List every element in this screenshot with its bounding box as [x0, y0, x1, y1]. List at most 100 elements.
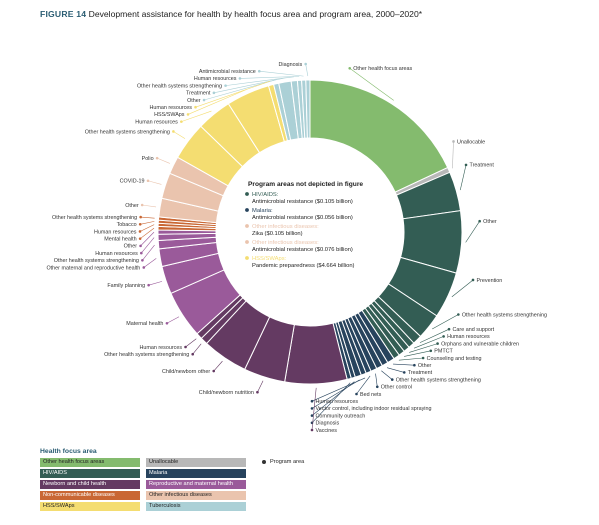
donut-chart: Other health focus areas Unallocable Treat…: [46, 62, 546, 434]
leader-dot-17: [310, 407, 314, 410]
leader-6: [419, 328, 450, 343]
not-depicted-dot-0: [245, 192, 249, 196]
not-depicted-program-4: Pandemic preparedness ($4.664 billion): [252, 263, 355, 269]
leader-47: [305, 63, 309, 77]
not-depicted-program-2: Zika ($0.105 billion): [252, 231, 303, 237]
leader-dot-45: [238, 77, 242, 80]
leader-dot-3: [478, 219, 481, 223]
not-depicted-dot-3: [245, 240, 249, 244]
leader-dot-34: [139, 215, 142, 219]
leader-8: [409, 343, 438, 353]
segment-label-45: Human resources: [194, 76, 237, 82]
segment-label-27: Other maternal and reproductive health: [46, 265, 140, 271]
segment-label-0: Other health focus areas: [353, 66, 412, 72]
leader-dot-28: [141, 258, 144, 262]
leader-32: [139, 224, 155, 232]
legend-item-hss_swaps: HSS/SWAps: [40, 502, 140, 511]
segment-label-15: Bed nets: [360, 392, 382, 398]
segment-label-23: Other health systems strengthening: [104, 352, 189, 358]
figure-number: FIGURE 14: [40, 9, 87, 19]
leader-10: [398, 357, 424, 361]
leader-dot-27: [142, 266, 146, 269]
not-depicted-area-4: HSS/SWAps:: [252, 256, 287, 262]
leader-dot-5: [457, 313, 460, 316]
leader-dot-39: [180, 120, 183, 123]
segment-label-47: Diagnosis: [279, 62, 303, 68]
leader-14: [375, 373, 378, 387]
segment-label-7: Human resources: [447, 334, 490, 340]
leader-dot-6: [447, 327, 451, 331]
leader-21: [257, 380, 264, 393]
leader-dot-10: [421, 356, 425, 360]
leader-7: [413, 336, 444, 349]
segment-label-39: Human resources: [135, 119, 178, 125]
segment-label-37: Polio: [142, 156, 154, 162]
leader-2: [459, 164, 467, 191]
segment-label-28: Other health systems strengthening: [54, 258, 139, 264]
leader-34: [140, 216, 155, 219]
legend-item-newborn_child: Newborn and child health: [40, 480, 140, 489]
leader-5: [432, 314, 459, 330]
leader-3: [465, 221, 480, 243]
segment-label-43: Treatment: [186, 91, 211, 97]
figure-title: FIGURE 14 Development assistance for hea…: [40, 9, 422, 19]
leader-dot-36: [146, 179, 150, 183]
leader-dot-8: [436, 342, 439, 345]
segment-label-30: Other: [124, 244, 138, 250]
leader-dot-44: [224, 84, 227, 87]
segment-label-8: Orphans and vulnerable children: [441, 341, 519, 347]
leader-dot-46: [257, 69, 261, 73]
leader-33: [140, 221, 155, 225]
segment-label-35: Other: [125, 203, 139, 209]
legend-item-hiv_aids: HIV/AIDS: [40, 469, 140, 478]
segment-label-42: Other: [187, 98, 201, 104]
leader-26: [148, 281, 163, 286]
leader-dot-23: [191, 352, 195, 356]
segment-label-29: Human resources: [95, 251, 138, 257]
segment-label-24: Human resources: [139, 345, 182, 351]
leader-19: [311, 382, 351, 424]
not-depicted-title: Program areas not depicted in figure: [248, 181, 363, 188]
legend-item-other_health_focus_areas: Other health focus areas: [40, 458, 140, 467]
legend: Health focus area Other health focus are…: [40, 448, 570, 518]
segment-label-19: Diagnosis: [316, 421, 340, 427]
not-depicted-dot-4: [245, 256, 249, 260]
leader-dot-18: [310, 414, 314, 417]
leader-36: [147, 180, 162, 185]
leader-41: [195, 80, 271, 108]
leader-31: [139, 227, 155, 239]
leader-dot-21: [256, 390, 259, 394]
legend-item-malaria: Malaria: [146, 469, 246, 478]
leader-dot-14: [375, 385, 379, 389]
leader-0: [349, 68, 394, 101]
wedge-0: [309, 79, 449, 193]
leader-39: [181, 110, 212, 122]
leader-9: [404, 350, 431, 357]
leader-dot-30: [139, 244, 142, 248]
not-depicted-area-1: Malaria:: [252, 208, 273, 214]
leader-dot-9: [429, 349, 433, 353]
leader-dot-4: [471, 278, 475, 282]
legend-item-other_infectious: Other infectious diseases: [146, 491, 246, 500]
leader-23: [192, 343, 202, 355]
not-depicted-program-0: Antimicrobial resistance ($0.105 billion…: [252, 199, 353, 205]
leader-dot-11: [413, 363, 416, 367]
segment-label-41: Human resources: [149, 105, 192, 111]
leader-22: [213, 360, 223, 372]
leader-20: [311, 387, 317, 431]
legend-title: Health focus area: [40, 448, 97, 455]
segment-label-1: Unallocable: [457, 139, 485, 145]
legend-program-area-label: Program area: [270, 459, 305, 465]
leader-dot-37: [155, 156, 159, 160]
leader-dot-31: [138, 237, 142, 240]
segment-label-14: Other control: [381, 385, 412, 391]
leader-37: [156, 157, 170, 164]
leader-dot-25: [165, 321, 169, 325]
leader-dot-12: [402, 371, 406, 374]
segment-label-31: Mental health: [104, 236, 136, 242]
legend-item-tuberculosis: Tuberculosis: [146, 502, 246, 511]
leader-dot-41: [194, 105, 197, 109]
leader-17: [311, 379, 360, 409]
leader-15: [356, 375, 371, 395]
donut-wedges: [157, 79, 463, 385]
